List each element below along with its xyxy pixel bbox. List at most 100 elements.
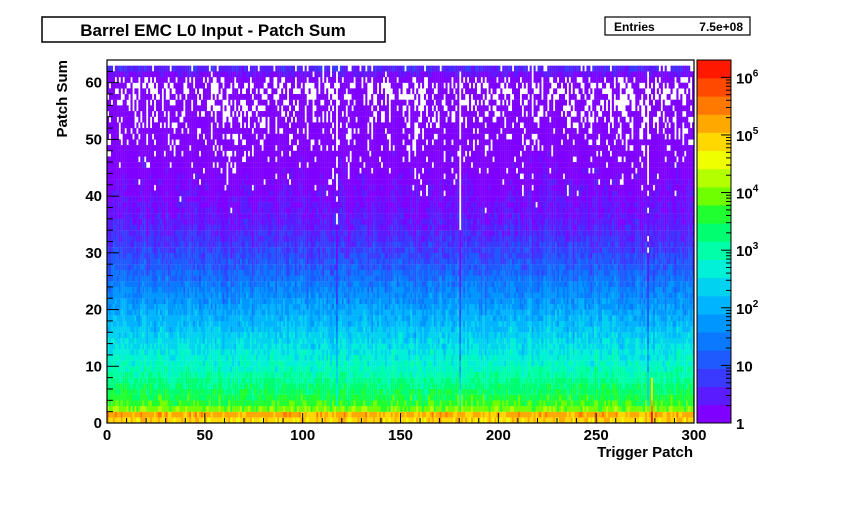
heatmap-cell	[269, 349, 272, 356]
heatmap-cell	[408, 343, 411, 350]
heatmap-cell	[224, 394, 227, 401]
heatmap-cell	[363, 371, 366, 378]
heatmap-cell	[265, 394, 268, 401]
heatmap-cell	[222, 343, 225, 350]
heatmap-cell	[378, 337, 382, 344]
heatmap-cell	[269, 383, 272, 390]
heatmap-cell	[175, 377, 178, 384]
heatmap-cell	[490, 411, 493, 418]
heatmap-cell	[478, 332, 481, 339]
heatmap-cell	[623, 349, 626, 356]
heatmap-cell	[588, 377, 591, 384]
heatmap-cell	[265, 337, 268, 344]
heatmap-cell	[189, 383, 192, 390]
heatmap-cell	[298, 360, 301, 367]
heatmap-cell	[414, 405, 417, 412]
heatmap-cell	[179, 405, 182, 412]
heatmap-cell	[146, 377, 149, 384]
heatmap-cell	[390, 394, 393, 401]
heatmap-cell	[623, 343, 626, 350]
heatmap-cell	[600, 349, 603, 356]
heatmap-cell	[245, 383, 249, 390]
heatmap-cell	[363, 388, 366, 395]
heatmap-cell	[136, 371, 139, 378]
heatmap-cell	[204, 343, 207, 350]
heatmap-cell	[153, 360, 157, 367]
heatmap-cell	[668, 388, 671, 395]
heatmap-cell	[445, 354, 448, 361]
heatmap-cell	[134, 343, 137, 350]
heatmap-cell	[339, 405, 342, 412]
heatmap-cell	[441, 405, 444, 412]
heatmap-cell	[108, 388, 112, 395]
heatmap-cell	[639, 360, 642, 367]
heatmap-cell	[320, 394, 323, 401]
heatmap-cell	[449, 377, 452, 384]
heatmap-cell	[547, 377, 550, 384]
heatmap-cell	[191, 326, 194, 333]
heatmap-cell	[298, 405, 301, 412]
heatmap-cell	[326, 343, 329, 350]
heatmap-cell	[453, 405, 456, 412]
heatmap-cell	[420, 383, 423, 390]
heatmap-cell	[457, 405, 460, 412]
heatmap-cell	[171, 383, 174, 390]
heatmap-cell	[461, 343, 464, 350]
heatmap-cell	[390, 371, 393, 378]
heatmap-cell	[328, 332, 331, 339]
heatmap-cell	[257, 377, 260, 384]
heatmap-cell	[220, 377, 223, 384]
heatmap-cell	[363, 394, 366, 401]
heatmap-cell	[402, 405, 405, 412]
heatmap-cell	[529, 405, 532, 412]
heatmap-cell	[249, 354, 252, 361]
heatmap-cell	[529, 360, 532, 367]
heatmap-cell	[357, 366, 360, 373]
heatmap-cell	[533, 371, 536, 378]
heatmap-cell	[535, 332, 538, 339]
heatmap-cell	[292, 366, 295, 373]
heatmap-cell	[281, 383, 284, 390]
heatmap-cell	[287, 343, 290, 350]
heatmap-cell	[627, 405, 630, 412]
heatmap-cell	[281, 400, 284, 407]
heatmap-cell	[271, 366, 274, 373]
heatmap-cell	[349, 337, 352, 344]
heatmap-cell	[326, 337, 329, 344]
heatmap-cell	[688, 411, 691, 418]
heatmap-cell	[437, 326, 440, 333]
heatmap-cell	[592, 405, 595, 412]
heatmap-cell	[537, 360, 540, 367]
heatmap-cell	[459, 377, 462, 384]
heatmap-cell	[513, 337, 517, 344]
heatmap-cell	[682, 360, 685, 367]
heatmap-cell	[177, 377, 180, 384]
heatmap-cell	[611, 337, 614, 344]
heatmap-cell	[605, 332, 609, 339]
heatmap-cell	[247, 405, 250, 412]
heatmap-cell	[290, 371, 294, 378]
heatmap-cell	[187, 405, 190, 412]
heatmap-cell	[249, 360, 252, 367]
heatmap-cell	[476, 411, 479, 418]
heatmap-cell	[545, 388, 548, 395]
heatmap-cell	[439, 360, 442, 367]
heatmap-cell	[609, 371, 612, 378]
heatmap-cell	[345, 417, 348, 424]
heatmap-cell	[249, 394, 252, 401]
heatmap-cell	[107, 343, 110, 350]
heatmap-cell	[603, 349, 607, 356]
heatmap-cell	[596, 360, 599, 367]
heatmap-cell	[326, 349, 329, 356]
heatmap-cell	[330, 394, 333, 401]
heatmap-cell	[277, 394, 280, 401]
heatmap-cell	[357, 411, 360, 418]
heatmap-cell	[216, 405, 219, 412]
heatmap-cell	[245, 349, 249, 356]
heatmap-cell	[572, 417, 575, 424]
heatmap-cell	[508, 371, 511, 378]
heatmap-cell	[568, 366, 571, 373]
heatmap-cell	[531, 337, 534, 344]
heatmap-cell	[333, 383, 337, 390]
heatmap-cell	[633, 332, 636, 339]
